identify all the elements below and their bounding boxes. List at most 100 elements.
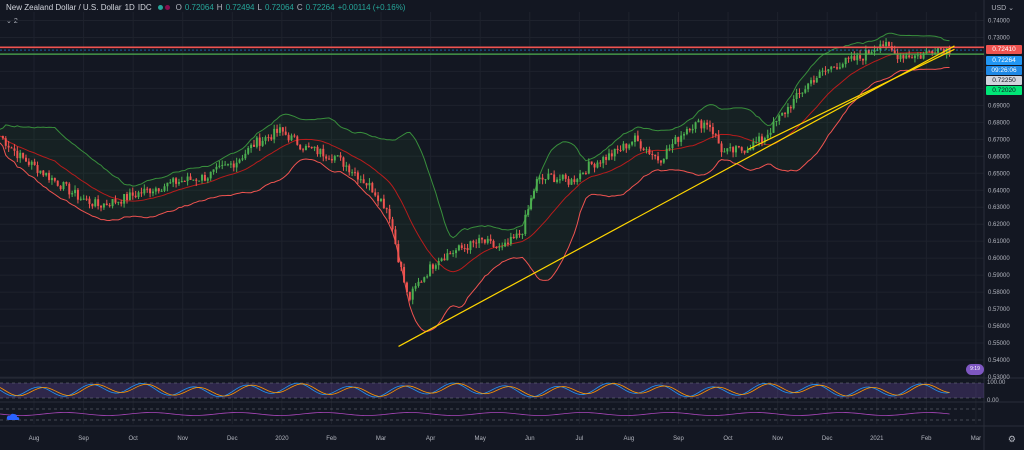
candle: [215, 166, 218, 170]
candle: [680, 135, 683, 142]
candle: [437, 261, 440, 266]
x-tick-label: Oct: [723, 436, 733, 442]
candle: [414, 285, 417, 289]
candle: [838, 67, 841, 69]
candle: [706, 122, 709, 125]
interval[interactable]: 1D: [124, 3, 135, 12]
candle: [697, 120, 700, 123]
candle: [590, 161, 593, 165]
candle: [244, 153, 247, 159]
candle: [342, 157, 345, 167]
candle: [452, 253, 455, 255]
candle: [945, 48, 948, 55]
candle: [299, 144, 302, 150]
candle: [691, 128, 694, 131]
candle: [856, 55, 859, 61]
candle: [538, 177, 541, 180]
candle: [293, 135, 296, 137]
candle: [642, 148, 645, 151]
candle: [723, 151, 726, 153]
y-tick-label: 0.62000: [988, 222, 1010, 228]
candle: [290, 135, 293, 141]
candle: [532, 190, 535, 199]
x-tick-label: Feb: [326, 436, 337, 442]
candle: [709, 124, 712, 128]
indicators-toggle[interactable]: ⌄ 2: [6, 17, 18, 25]
events-badge[interactable]: 9:19: [966, 364, 984, 375]
candle: [818, 71, 821, 78]
candle: [475, 242, 478, 244]
candle: [801, 92, 804, 94]
symbol-name[interactable]: New Zealand Dollar / U.S. Dollar: [6, 3, 122, 12]
candle: [379, 198, 382, 202]
candle: [374, 192, 377, 196]
candle: [636, 135, 639, 142]
candle: [276, 128, 279, 133]
candle: [365, 183, 368, 186]
candle: [833, 66, 836, 68]
candle: [19, 152, 22, 159]
osc-tick-label: 0.00: [987, 398, 999, 404]
candle: [887, 42, 890, 47]
candle: [495, 246, 498, 248]
trendline[interactable]: [747, 48, 955, 151]
open-label: O: [175, 3, 182, 12]
candle: [844, 57, 847, 65]
candle: [688, 129, 691, 131]
trendline[interactable]: [398, 45, 955, 347]
candle: [457, 245, 460, 251]
candle: [504, 242, 507, 247]
candle: [931, 50, 934, 54]
candle: [218, 165, 221, 167]
candle: [859, 55, 862, 59]
chart-legend: New Zealand Dollar / U.S. Dollar 1D IDC …: [6, 3, 405, 12]
candle: [576, 179, 579, 183]
countdown-flag: 09:26:06: [986, 66, 1022, 75]
candle: [867, 50, 870, 54]
candle: [758, 136, 761, 142]
candle: [183, 180, 186, 182]
candle: [377, 195, 380, 202]
x-tick-label: Aug: [29, 436, 40, 442]
candle: [466, 248, 469, 251]
candle: [835, 67, 838, 69]
close-label: C: [296, 3, 303, 12]
candle: [501, 246, 504, 248]
y-tick-label: 0.53000: [988, 375, 1010, 381]
y-tick-label: 0.73000: [988, 35, 1010, 41]
candle: [325, 156, 328, 159]
candle: [864, 50, 867, 61]
candle: [596, 162, 599, 168]
candle: [391, 219, 394, 230]
gear-icon[interactable]: ⚙: [1007, 434, 1016, 444]
candle: [368, 183, 371, 186]
candle: [541, 177, 544, 180]
candle: [743, 150, 746, 153]
oscillator-band: [0, 383, 984, 398]
candle: [212, 169, 215, 172]
cloud-icon[interactable]: [6, 412, 20, 421]
candle: [224, 164, 227, 166]
candle: [651, 154, 654, 156]
x-tick-label: Feb: [921, 436, 932, 442]
candle: [755, 141, 758, 143]
chevron-down-icon[interactable]: ⌄: [1008, 5, 1014, 12]
candle: [154, 188, 157, 192]
x-tick-label: Jun: [525, 436, 535, 442]
candle: [561, 174, 564, 180]
candle: [550, 173, 553, 175]
candle: [411, 288, 414, 300]
candle: [683, 134, 686, 136]
candle: [351, 172, 354, 174]
y-tick-label: 0.74000: [988, 18, 1010, 24]
candle: [674, 137, 677, 144]
x-tick-label: Jul: [575, 436, 583, 442]
candle: [749, 149, 752, 151]
candle: [36, 165, 39, 173]
candle: [7, 145, 10, 148]
candle: [772, 121, 775, 133]
candle: [45, 172, 48, 176]
candle: [359, 179, 362, 181]
candle: [157, 188, 160, 192]
